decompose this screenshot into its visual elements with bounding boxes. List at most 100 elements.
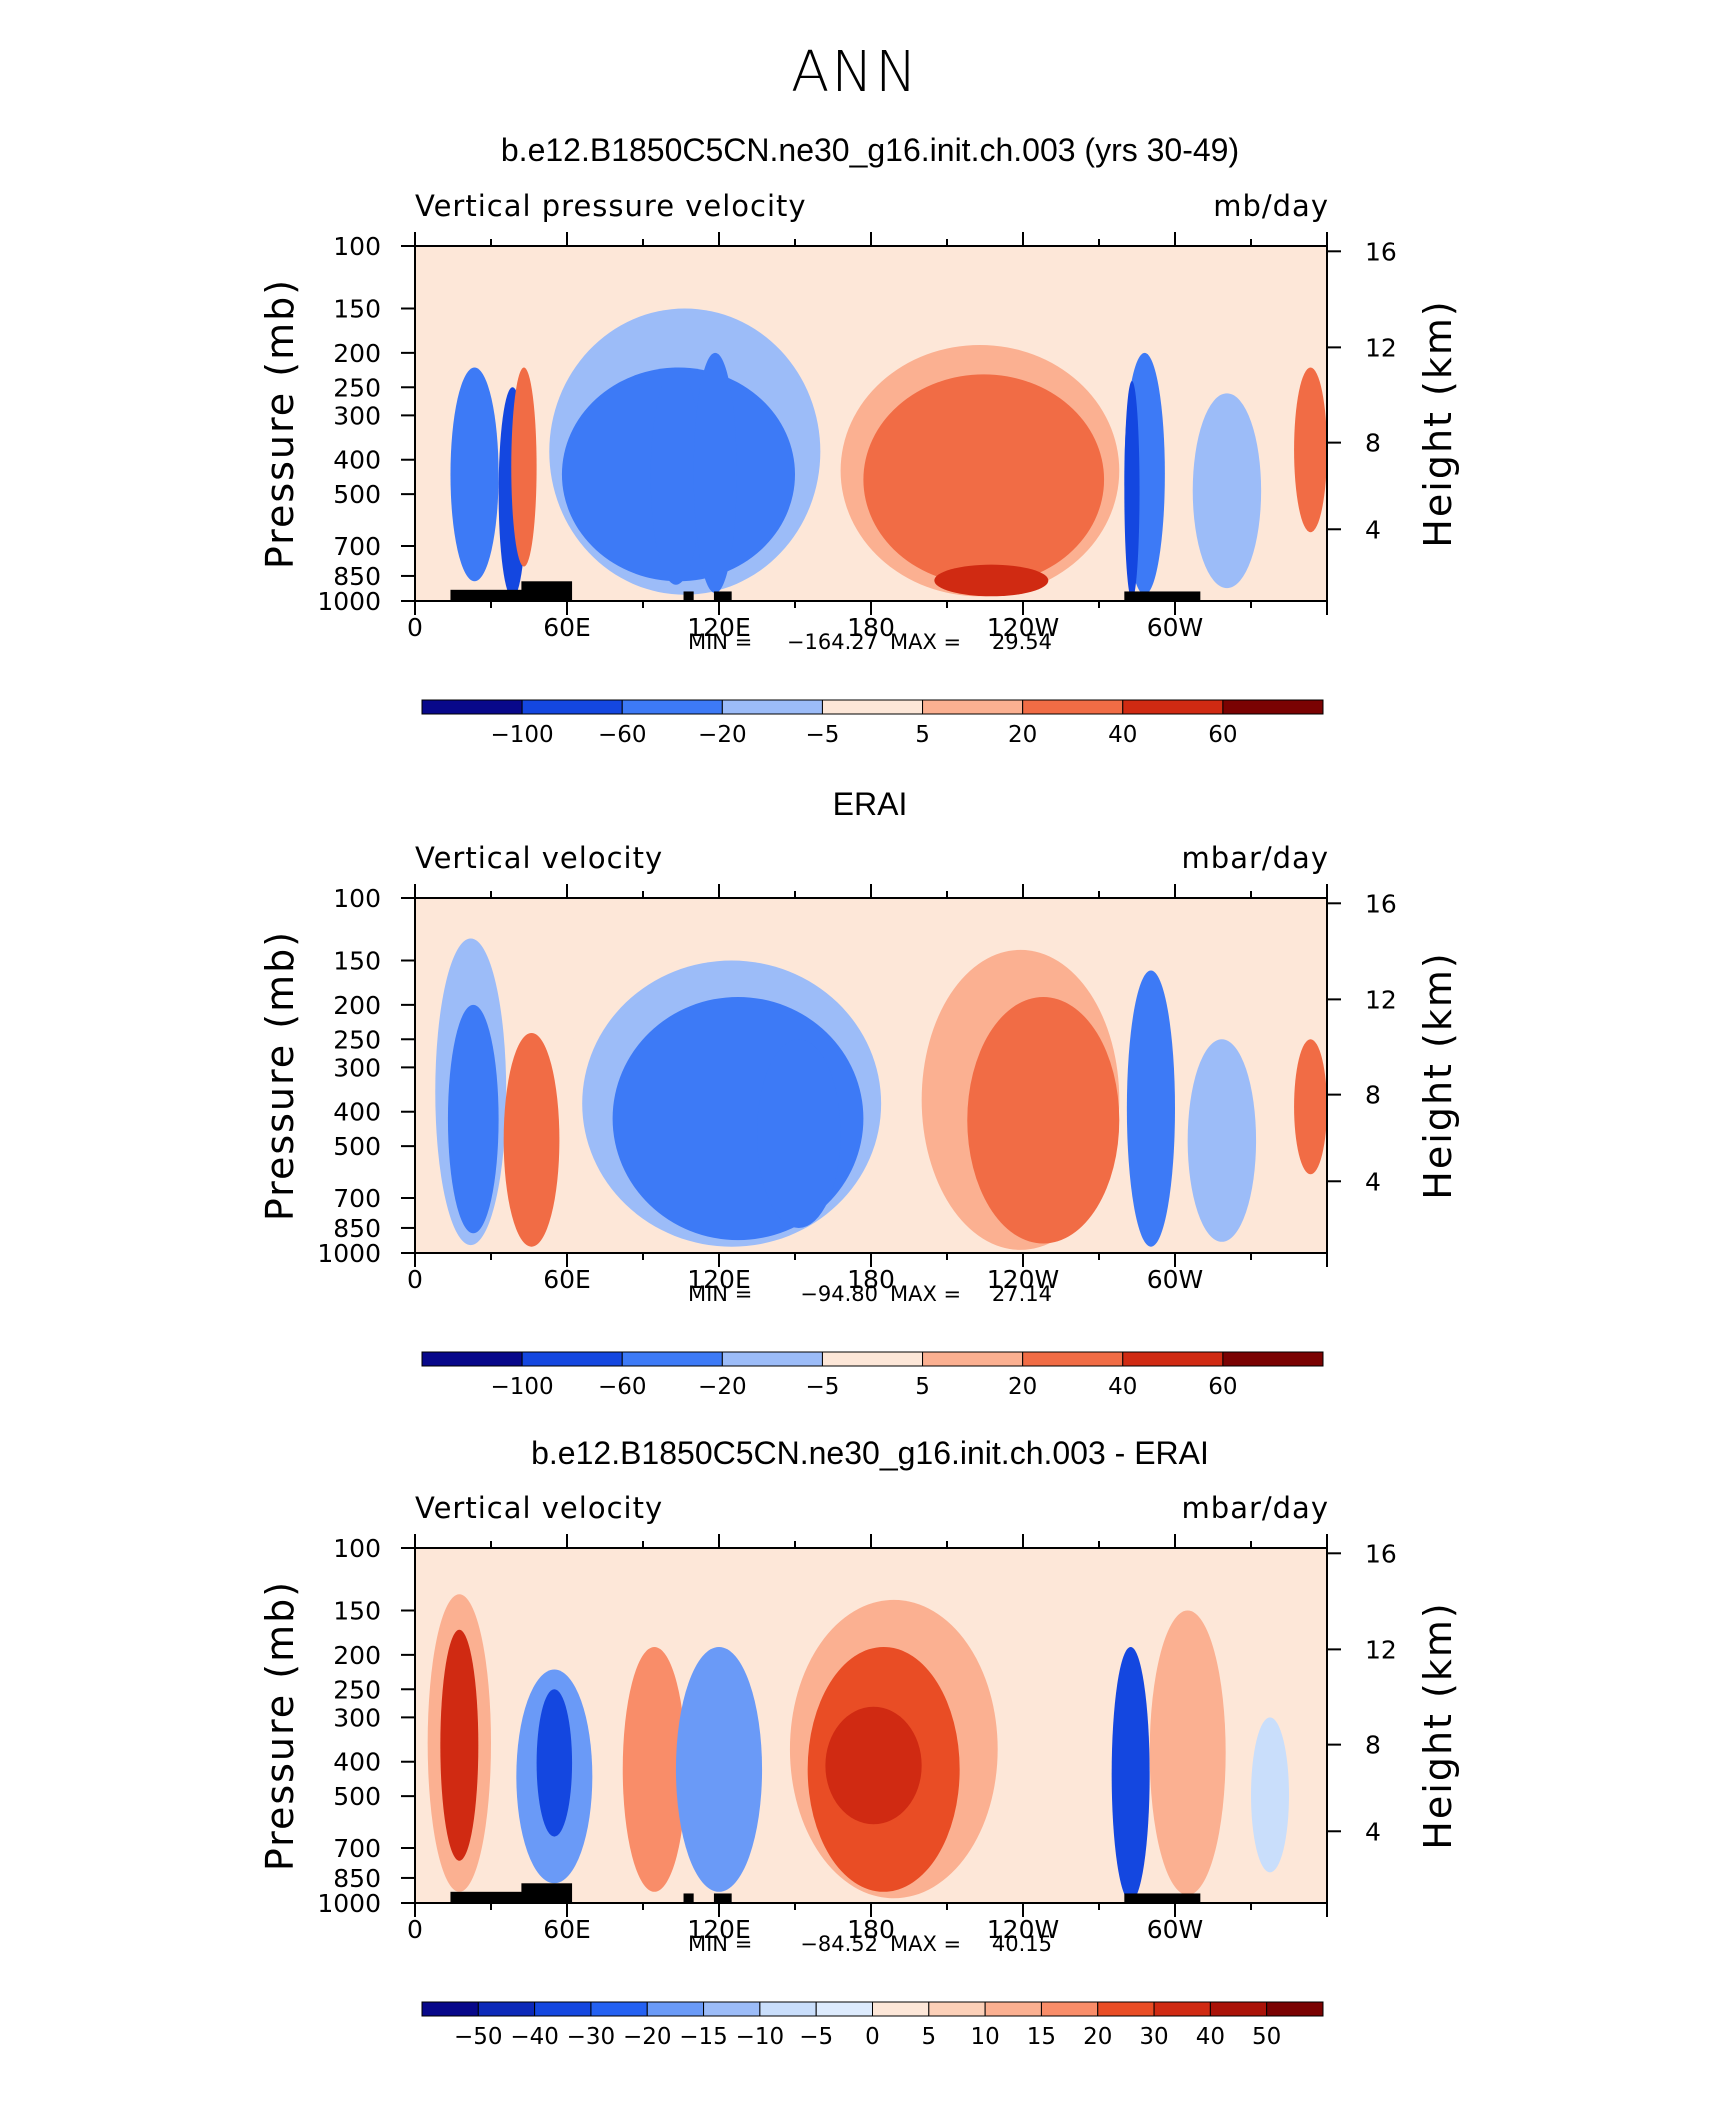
topography-mask	[521, 581, 573, 601]
topography-mask	[683, 1893, 694, 1903]
y-tick-label: 150	[333, 947, 381, 976]
contour-region	[511, 367, 537, 567]
colorbar-box	[922, 699, 1024, 715]
y2-axis-title: Height (km)	[1416, 299, 1460, 547]
colorbar-box	[1022, 699, 1124, 715]
max-value: 29.54	[992, 630, 1052, 654]
colorbar-box	[821, 699, 924, 715]
contour-region	[1187, 1039, 1257, 1242]
contour-layer	[435, 938, 1327, 1252]
colorbar-label: 5	[921, 2024, 936, 2050]
colorbar-box	[1153, 2001, 1211, 2017]
field-label: Vertical velocity	[415, 841, 663, 875]
y-tick-label: 300	[333, 1053, 381, 1082]
y2-tick-label: 12	[1365, 333, 1397, 362]
x-tick-label: 120E	[687, 613, 751, 642]
y2-axis-title: Height (km)	[1416, 951, 1460, 1199]
colorbar-box	[1222, 699, 1324, 715]
colorbar-box	[621, 699, 723, 715]
y-tick-label: 1000	[317, 587, 381, 616]
panel-model: Vertical pressure velocity mb/day 0 60E 120E…	[258, 189, 1460, 748]
topography-mask	[450, 1891, 547, 1903]
colorbar-label: 5	[915, 1374, 930, 1400]
y-tick-label: 100	[333, 884, 381, 913]
colorbar-box	[721, 699, 823, 715]
colorbar-box	[421, 699, 523, 715]
colorbar-label: 0	[865, 2024, 880, 2050]
colorbar-label: −100	[491, 722, 554, 748]
units-label: mb/day	[1213, 189, 1329, 223]
y2-tick-label: 4	[1365, 1167, 1381, 1196]
y-tick-label: 700	[333, 1834, 381, 1863]
topography-mask	[1124, 591, 1201, 601]
topography-mask	[713, 1893, 732, 1903]
y2-tick-label: 12	[1365, 985, 1397, 1014]
x-tick-label: 180	[847, 1265, 895, 1294]
colorbar-box	[646, 2001, 705, 2017]
min-value: −94.80	[800, 1282, 878, 1306]
y-tick-label: 150	[333, 295, 381, 324]
contour-region	[450, 367, 499, 582]
y-tick-label: 400	[333, 446, 381, 475]
y-tick-label: 300	[333, 1703, 381, 1732]
panel-title-difference: b.e12.B1850C5CN.ne30_g16.init.ch.003 - E…	[531, 1435, 1209, 1471]
y-tick-label: 150	[333, 1597, 381, 1626]
x-tick-label: 120W	[987, 1915, 1059, 1944]
colorbar-label: 40	[1108, 722, 1137, 748]
colorbar-box	[521, 1351, 623, 1367]
contour-region	[1294, 1039, 1327, 1175]
colorbar-label: −40	[510, 2024, 559, 2050]
min-label: MIN =	[688, 1932, 752, 1956]
field-label: Vertical velocity	[415, 1491, 663, 1525]
max-label: MAX =	[890, 1282, 961, 1306]
colorbar-label: −50	[454, 2024, 503, 2050]
max-value: 40.15	[992, 1932, 1052, 1956]
colorbar-box	[477, 2001, 536, 2017]
y-tick-label: 500	[333, 480, 381, 509]
panel-title-model: b.e12.B1850C5CN.ne30_g16.init.ch.003 (yr…	[500, 132, 1240, 168]
colorbar-box	[1097, 2001, 1155, 2017]
x-tick-label: 180	[847, 1915, 895, 1944]
colorbar-label: −5	[805, 722, 839, 748]
x-tick-label: 60W	[1147, 1265, 1204, 1294]
panel-difference: Vertical velocity mbar/day 0 60E 120E 180 120W…	[258, 1491, 1460, 2050]
units-label: mbar/day	[1182, 841, 1329, 875]
y2-tick-label: 16	[1365, 889, 1397, 918]
field-label: Vertical pressure velocity	[415, 189, 807, 223]
x-tick-label: 0	[407, 1265, 423, 1294]
min-label: MIN =	[688, 1282, 752, 1306]
y-tick-label: 700	[333, 532, 381, 561]
colorbar-label: −5	[799, 2024, 833, 2050]
min-value: −84.52	[800, 1932, 878, 1956]
contour-region	[1126, 970, 1175, 1247]
max-value: 27.14	[992, 1282, 1052, 1306]
colorbar-box	[759, 2001, 817, 2017]
colorbar-box	[1122, 699, 1224, 715]
page-title: ANN	[790, 40, 920, 105]
colorbar-box	[1266, 2001, 1324, 2017]
x-tick-label: 120E	[687, 1265, 751, 1294]
y-tick-label: 400	[333, 1098, 381, 1127]
y2-tick-label: 16	[1365, 237, 1397, 266]
colorbar-box	[421, 2001, 479, 2017]
colorbar-label: 20	[1083, 2024, 1112, 2050]
colorbar-label: 40	[1108, 1374, 1137, 1400]
topography-mask	[450, 589, 547, 601]
y2-tick-label: 8	[1365, 1731, 1381, 1760]
colorbar-label: −100	[491, 1374, 554, 1400]
colorbar-label: −15	[679, 2024, 728, 2050]
colorbar-label: −20	[698, 722, 747, 748]
contour-region	[757, 1039, 841, 1228]
colorbar-box	[421, 1351, 523, 1367]
y-tick-label: 400	[333, 1748, 381, 1777]
y-tick-label: 100	[333, 232, 381, 261]
x-tick-label: 0	[407, 613, 423, 642]
colorbar-box	[928, 2001, 986, 2017]
topography-mask	[713, 591, 732, 601]
contour-region	[447, 1004, 499, 1234]
y-tick-label: 1000	[317, 1239, 381, 1268]
contour-region	[675, 1646, 763, 1892]
x-tick-label: 120W	[987, 1265, 1059, 1294]
x-tick-label: 60E	[543, 1915, 591, 1944]
x-tick-label: 120W	[987, 613, 1059, 642]
